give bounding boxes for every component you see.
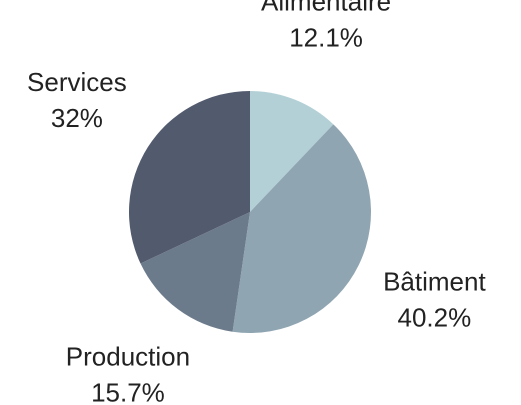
pie-slice xyxy=(129,91,250,264)
slice-value: 12.1% xyxy=(289,23,363,53)
slice-label: Alimentaire xyxy=(261,0,391,17)
slice-label: Services xyxy=(27,67,127,97)
pie-slice xyxy=(250,91,334,212)
pie-slice xyxy=(140,212,250,332)
slice-label: Bâtiment xyxy=(383,266,486,296)
slice-value: 40.2% xyxy=(398,302,472,332)
slice-label: Production xyxy=(66,342,190,372)
slice-value: 15.7% xyxy=(91,378,165,405)
pie-slice xyxy=(232,124,371,333)
slice-value: 32% xyxy=(51,103,103,133)
